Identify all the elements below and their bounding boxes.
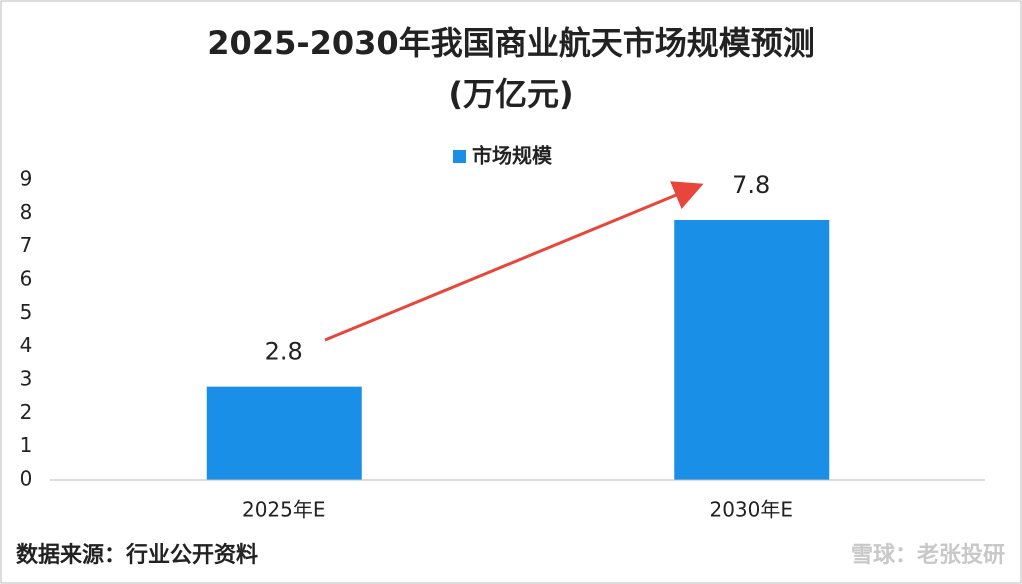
- y-tick-label: 2: [20, 400, 33, 424]
- chart-subtitle: (万亿元): [448, 75, 573, 113]
- legend-swatch: [453, 150, 466, 163]
- data-label: 2.8: [265, 338, 303, 366]
- legend-label: 市场规模: [472, 144, 553, 168]
- y-tick-label: 9: [20, 167, 33, 191]
- x-tick-label: 2025年E: [242, 498, 326, 522]
- bar: [206, 386, 362, 480]
- y-tick-label: 7: [20, 233, 33, 257]
- trend-arrow: [324, 181, 704, 342]
- y-tick-label: 6: [20, 267, 33, 291]
- data-label: 7.8: [732, 171, 770, 199]
- y-tick-label: 4: [20, 333, 33, 357]
- x-tick-label: 2030年E: [709, 498, 793, 522]
- y-tick-label: 3: [20, 367, 33, 391]
- y-tick-label: 5: [20, 300, 33, 324]
- source-note: 数据来源：行业公开资料: [16, 542, 258, 568]
- bar: [674, 220, 830, 480]
- y-tick-label: 8: [20, 200, 33, 224]
- y-tick-label: 1: [20, 433, 33, 457]
- watermark: 雪球：老张投研: [851, 543, 1005, 568]
- y-tick-label: 0: [20, 467, 33, 491]
- chart-title: 2025-2030年我国商业航天市场规模预测: [207, 24, 814, 62]
